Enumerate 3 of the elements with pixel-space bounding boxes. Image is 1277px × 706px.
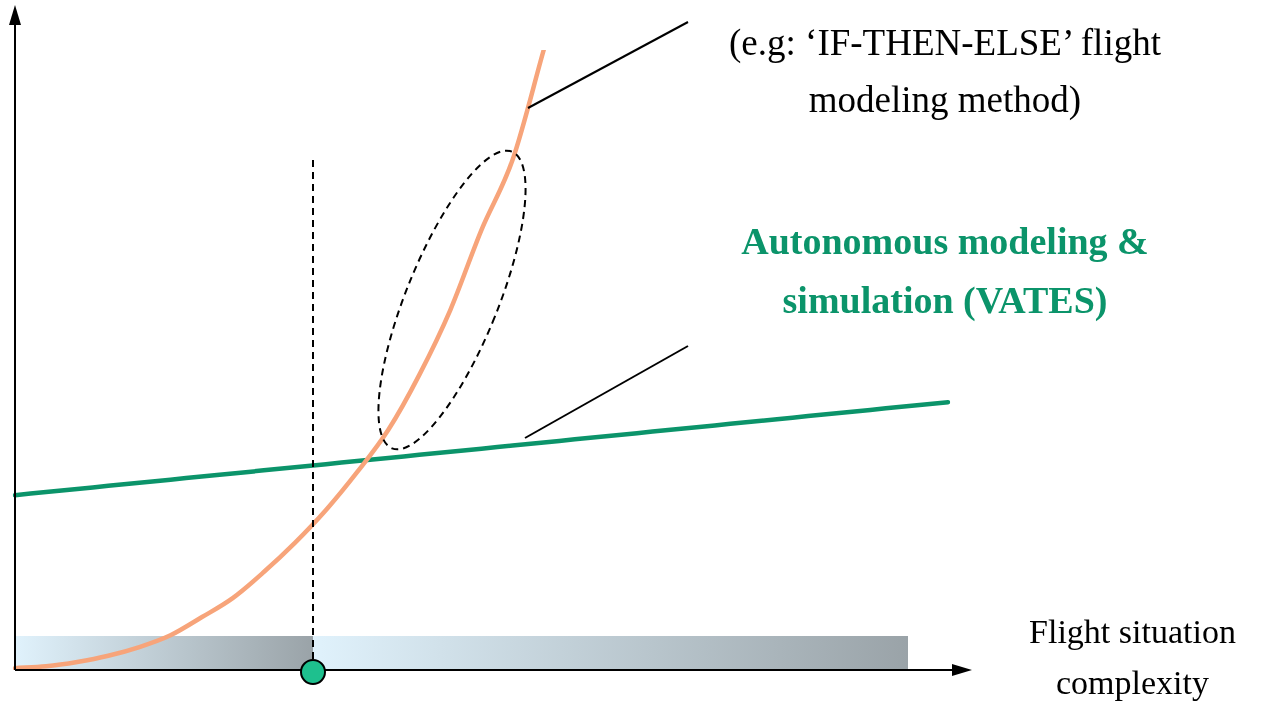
x-axis-title: Flight situation complexity [1028,612,1237,703]
annotation: (e.g: ‘IF-THEN-ELSE’ flight modeling method) [728,21,1162,123]
text: Autonomous modeling & simulation (VATES) [740,219,1150,323]
